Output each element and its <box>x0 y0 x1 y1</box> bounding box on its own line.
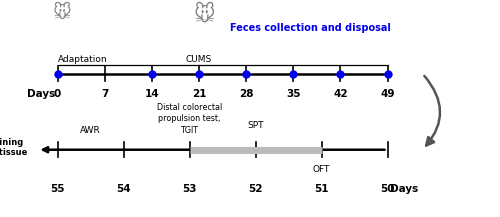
FancyArrowPatch shape <box>424 76 440 146</box>
Text: CUMS: CUMS <box>186 55 212 64</box>
Text: H&E staining
of colon tissue: H&E staining of colon tissue <box>0 138 28 157</box>
Text: 🐭: 🐭 <box>53 4 72 22</box>
Text: SPT: SPT <box>247 121 264 130</box>
Text: Adaptation: Adaptation <box>58 55 107 64</box>
Text: AWR: AWR <box>80 126 101 135</box>
Text: 49: 49 <box>380 89 395 99</box>
Text: 14: 14 <box>144 89 159 99</box>
Text: 52: 52 <box>248 184 263 194</box>
Text: 35: 35 <box>286 89 300 99</box>
Text: 53: 53 <box>182 184 197 194</box>
Text: 7: 7 <box>101 89 108 99</box>
Text: 54: 54 <box>116 184 131 194</box>
Text: 55: 55 <box>50 184 65 194</box>
Text: Distal colorectal
propulsion test,
TGIT: Distal colorectal propulsion test, TGIT <box>157 103 222 135</box>
Text: 50: 50 <box>380 184 395 194</box>
Text: Days: Days <box>27 89 55 99</box>
Text: 🐭: 🐭 <box>193 4 215 25</box>
Text: 28: 28 <box>239 89 254 99</box>
Text: 21: 21 <box>192 89 206 99</box>
Text: Days: Days <box>390 184 418 194</box>
Text: 0: 0 <box>54 89 61 99</box>
Text: Feces collection and disposal: Feces collection and disposal <box>230 23 390 33</box>
Text: 51: 51 <box>314 184 329 194</box>
Text: OFT: OFT <box>313 165 330 174</box>
Text: 42: 42 <box>333 89 347 99</box>
